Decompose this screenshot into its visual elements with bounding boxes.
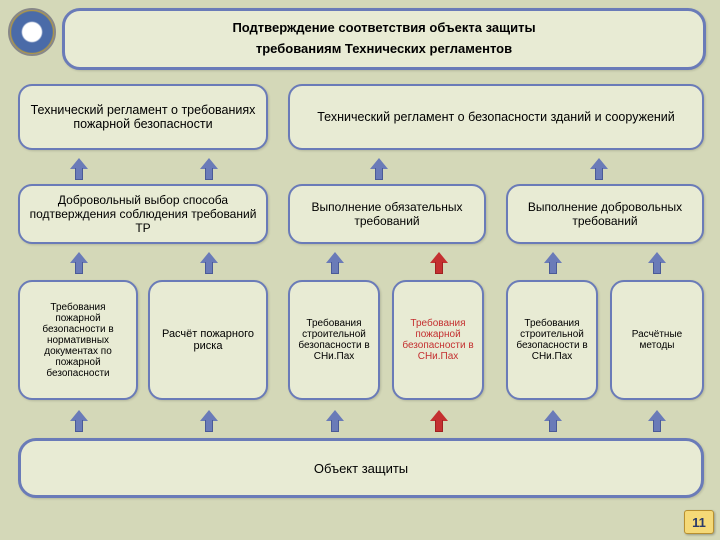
- up-arrow-icon: [648, 252, 666, 274]
- up-arrow-icon: [648, 410, 666, 432]
- header-line1: Подтверждение соответствия объекта защит…: [232, 18, 535, 39]
- up-arrow-icon: [590, 158, 608, 180]
- mandatory-req-text: Выполнение обязательных требований: [298, 200, 476, 228]
- fire-snip-box: Требования пожарной безопасности в СНи.П…: [392, 280, 484, 400]
- up-arrow-icon: [370, 158, 388, 180]
- reg-fire-text: Технический регламент о требованиях пожа…: [28, 103, 258, 131]
- fire-risk-box: Расчёт пожарного риска: [148, 280, 268, 400]
- slide-number-badge: 11: [684, 510, 714, 534]
- slide-number: 11: [692, 515, 706, 530]
- up-arrow-icon: [200, 252, 218, 274]
- construction-snip-text-1: Требования строительной безопасности в С…: [298, 318, 370, 362]
- up-arrow-icon: [70, 252, 88, 274]
- reg-building-box: Технический регламент о безопасности зда…: [288, 84, 704, 150]
- up-arrow-icon: [200, 410, 218, 432]
- calc-methods-box: Расчётные методы: [610, 280, 704, 400]
- construction-snip-box-1: Требования строительной безопасности в С…: [288, 280, 380, 400]
- construction-snip-text-2: Требования строительной безопасности в С…: [516, 318, 588, 362]
- voluntary-choice-box: Добровольный выбор способа подтверждения…: [18, 184, 268, 244]
- footer-text: Объект защиты: [314, 461, 408, 476]
- up-arrow-icon: [326, 410, 344, 432]
- reg-fire-box: Технический регламент о требованиях пожа…: [18, 84, 268, 150]
- calc-methods-text: Расчётные методы: [620, 329, 694, 351]
- up-arrow-icon: [70, 158, 88, 180]
- construction-snip-box-2: Требования строительной безопасности в С…: [506, 280, 598, 400]
- voluntary-choice-text: Добровольный выбор способа подтверждения…: [28, 193, 258, 235]
- header-line2: требованиям Технических регламентов: [256, 39, 512, 60]
- fire-docs-box: Требования пожарной безопасности в норма…: [18, 280, 138, 400]
- reg-building-text: Технический регламент о безопасности зда…: [317, 110, 675, 124]
- up-arrow-icon: [544, 410, 562, 432]
- header-box: Подтверждение соответствия объекта защит…: [62, 8, 706, 70]
- up-arrow-icon: [430, 252, 448, 274]
- fire-risk-text: Расчёт пожарного риска: [158, 328, 258, 352]
- mandatory-req-box: Выполнение обязательных требований: [288, 184, 486, 244]
- up-arrow-icon: [200, 158, 218, 180]
- emercom-logo: [8, 8, 56, 56]
- footer-box: Объект защиты: [18, 438, 704, 498]
- up-arrow-icon: [326, 252, 344, 274]
- fire-snip-text: Требования пожарной безопасности в СНи.П…: [402, 318, 474, 362]
- voluntary-req-box: Выполнение добровольных требований: [506, 184, 704, 244]
- fire-docs-text: Требования пожарной безопасности в норма…: [28, 302, 128, 379]
- up-arrow-icon: [70, 410, 88, 432]
- up-arrow-icon: [544, 252, 562, 274]
- voluntary-req-text: Выполнение добровольных требований: [516, 200, 694, 228]
- up-arrow-icon: [430, 410, 448, 432]
